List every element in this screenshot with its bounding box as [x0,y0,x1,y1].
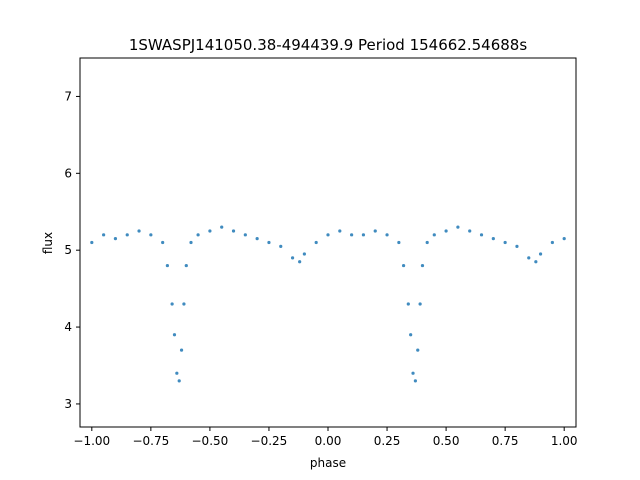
x-tick-label: −1.00 [73,434,110,448]
data-point [406,302,410,306]
data-point [279,244,283,248]
data-point [534,260,538,264]
data-point [267,240,271,245]
y-axis-label: flux [41,232,55,254]
data-point [413,379,417,383]
x-tick-label: 1.00 [551,434,578,448]
data-point [196,233,200,237]
data-point [350,233,354,237]
data-point [468,229,472,233]
data-point [420,263,425,268]
data-point [125,233,129,237]
data-point [385,233,389,237]
data-point [503,240,507,245]
x-tick-label: 0.75 [492,434,519,448]
data-point [290,256,295,260]
data-point [416,348,420,352]
x-tick-label: 0.50 [433,434,460,448]
data-point [515,244,519,248]
data-point [177,379,181,383]
chart-title: 1SWASPJ141050.38-494439.9 Period 154662.… [129,36,527,54]
data-point [102,233,106,237]
x-tick-label: 0.00 [315,434,342,448]
data-point [172,333,177,337]
x-axis-label: phase [310,456,346,470]
data-point [184,263,188,268]
y-tick-label: 4 [64,320,72,334]
data-point [243,233,247,237]
data-point [409,333,413,337]
data-point [165,263,169,268]
data-point [456,225,460,229]
data-point [538,252,543,256]
data-point [444,229,448,233]
data-point [175,371,179,375]
data-point [182,302,186,306]
y-tick-label: 6 [64,166,72,180]
x-tick-label: −0.75 [132,434,169,448]
data-point [137,229,141,233]
data-point [550,240,554,245]
data-point [479,233,484,237]
y-tick-label: 5 [64,243,72,257]
y-axis-ticks: 3 4 5 6 7 [64,89,80,411]
data-point [418,302,422,306]
data-point [326,233,330,237]
x-tick-label: −0.25 [251,434,288,448]
x-axis-ticks: −1.00 −0.75 −0.50 −0.25 0.00 0.25 0.50 0.75 1.00 [73,427,578,448]
data-point [562,237,566,241]
data-point [401,263,406,268]
data-point [170,302,174,306]
x-tick-label: 0.25 [374,434,401,448]
data-point [302,252,306,256]
data-point [411,371,415,375]
data-point [231,229,236,233]
data-point [189,240,193,245]
data-point [149,233,153,237]
data-point [220,225,224,229]
data-point [113,237,118,241]
data-point [397,240,401,245]
data-point [373,229,377,233]
data-point [255,237,259,241]
data-points [90,225,566,383]
data-point [432,233,436,237]
y-tick-label: 3 [64,397,72,411]
data-point [298,260,302,264]
data-point [425,240,429,245]
data-point [314,240,318,245]
data-point [338,229,342,233]
data-point [208,229,212,233]
data-point [361,233,366,237]
y-tick-label: 7 [64,89,72,103]
data-point [491,237,495,241]
data-point [90,240,94,245]
data-point [161,240,165,245]
x-tick-label: −0.50 [192,434,229,448]
data-point [527,256,531,260]
data-point [179,348,184,352]
